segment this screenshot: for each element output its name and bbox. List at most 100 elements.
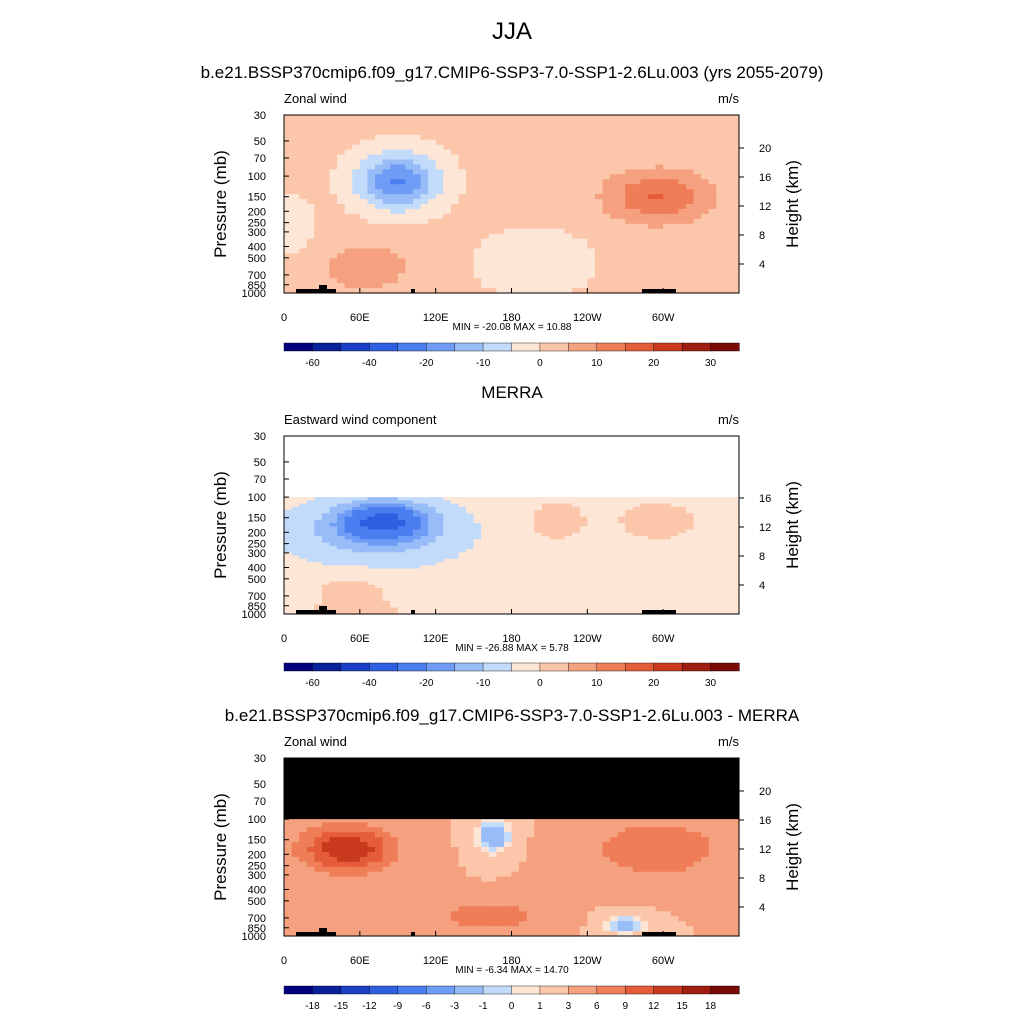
field-cell [701,503,710,508]
field-cell [541,545,551,550]
field-cell [625,233,634,240]
field-cell [299,594,308,599]
y-tick-label: 1000 [242,288,266,300]
right-string: m/s [718,91,739,106]
field-cell [367,610,376,615]
field-cell [519,189,528,195]
field-cell [291,584,300,589]
field-cell [610,575,619,579]
field-cell [693,115,702,121]
field-cell [458,124,467,131]
field-cell [685,144,695,151]
field-cell [450,243,460,250]
field-cell [663,555,672,560]
field-cell [678,597,687,602]
field-cell [367,565,376,570]
field-cell [708,218,717,225]
field-cell [397,610,406,615]
y-tick-label: 150 [248,513,266,525]
field-cell [625,558,634,563]
field-cell [526,204,535,210]
field-cell [625,575,634,579]
field-cell [466,526,475,531]
field-cell [670,601,679,605]
field-cell [496,510,505,514]
field-cell [503,213,513,220]
field-cell [549,513,558,518]
field-cell [663,526,672,531]
field-cell [306,144,315,151]
field-cell [450,578,460,583]
field-cell [306,597,315,602]
colorbar-label: 20 [648,678,660,689]
field-cell [557,539,566,544]
field-cell [496,263,505,269]
field-cell [670,604,679,609]
field-cell [572,124,581,131]
field-cell [670,519,679,524]
field-cell [617,268,626,274]
colorbar-swatch [283,662,314,672]
field-cell [473,552,482,557]
field-cell [337,571,346,576]
field-cell [632,283,642,289]
field-cell [685,571,695,576]
field-cell [701,539,710,544]
field-cell [397,591,406,596]
field-cell [359,545,369,550]
field-cell [284,607,293,612]
field-cell [450,597,460,602]
field-cell [587,571,596,576]
field-cell [488,169,497,175]
field-cell [716,228,725,235]
field-cell [450,223,460,230]
field-cell [557,288,566,294]
field-cell [314,584,323,589]
field-cell [488,552,497,557]
field-cell [488,604,497,609]
field-cell [655,233,664,240]
field-cell [678,248,687,255]
field-cell [648,129,657,136]
field-cell [352,539,361,544]
field-cell [299,208,308,215]
field-cell [701,545,710,550]
field-cell [549,159,558,166]
field-cell [557,555,566,560]
field-cell [648,503,657,508]
field-cell [375,134,384,141]
field-cell [625,199,634,205]
field-cell [602,542,611,547]
field-cell [382,115,391,121]
field-cell [481,253,490,259]
field-cell [314,594,323,599]
field-cell [352,581,361,586]
field-cell [534,169,543,175]
field-cell [541,179,551,185]
field-cell [519,607,528,612]
field-cell [557,516,566,521]
field-cell [435,503,444,508]
field-cell [572,610,581,615]
field-cell [572,588,581,592]
field-cell [412,159,422,166]
field-cell [723,134,733,141]
field-cell [549,238,558,245]
field-cell [731,601,740,605]
field-cell [519,268,528,274]
field-cell [716,213,725,220]
field-cell [458,233,467,240]
field-cell [716,283,725,289]
field-cell [473,565,482,570]
field-cell [594,529,604,534]
field-cell [488,545,497,550]
field-cell [572,179,581,185]
field-cell [663,588,672,592]
field-cell [549,194,558,200]
field-cell [428,513,437,518]
field-cell [382,500,391,505]
field-cell [594,568,604,573]
field-cell [557,233,566,240]
field-cell [420,555,429,560]
field-cell [496,581,505,586]
